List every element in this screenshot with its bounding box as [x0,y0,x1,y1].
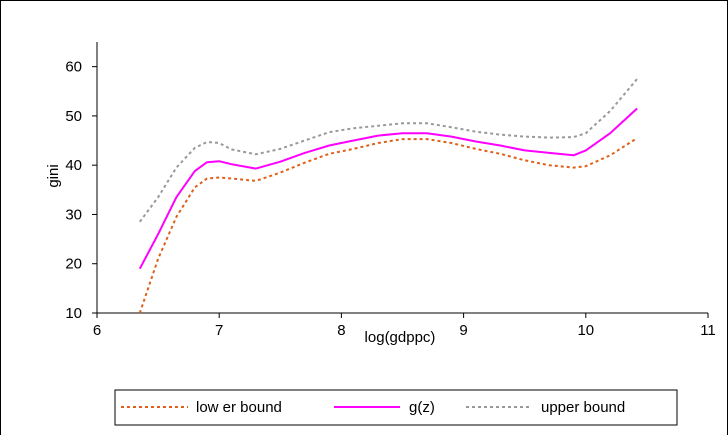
y-tick-label: 50 [65,108,82,125]
series-line-lower-bound [138,137,638,314]
x-tick-label: 11 [700,322,716,339]
x-tick-group: 6 7 8 9 10 11 [93,313,716,339]
y-tick-label: 40 [65,157,82,174]
legend-label-lower-bound: low er bound [196,399,282,416]
y-tick-label: 10 [65,305,82,322]
y-tick-label: 30 [65,206,82,223]
legend: low er bound g(z) upper bound [114,389,678,426]
y-tick-group: 10 20 30 40 50 60 [65,59,97,322]
x-axis-title: log(gdppc) [365,329,436,346]
series-line-upper-bound [138,78,638,223]
legend-label-gz: g(z) [409,399,435,416]
x-tick-label: 7 [215,322,223,339]
series-group [138,78,638,314]
series-line-gz [138,107,638,270]
y-axis-title: gini [45,164,62,187]
y-tick-label: 60 [65,59,82,76]
x-tick-label: 9 [459,322,467,339]
x-tick-label: 8 [337,322,345,339]
x-tick-label: 10 [577,322,594,339]
legend-label-upper-bound: upper bound [541,399,625,416]
y-tick-label: 20 [65,256,82,273]
x-tick-label: 6 [93,322,101,339]
